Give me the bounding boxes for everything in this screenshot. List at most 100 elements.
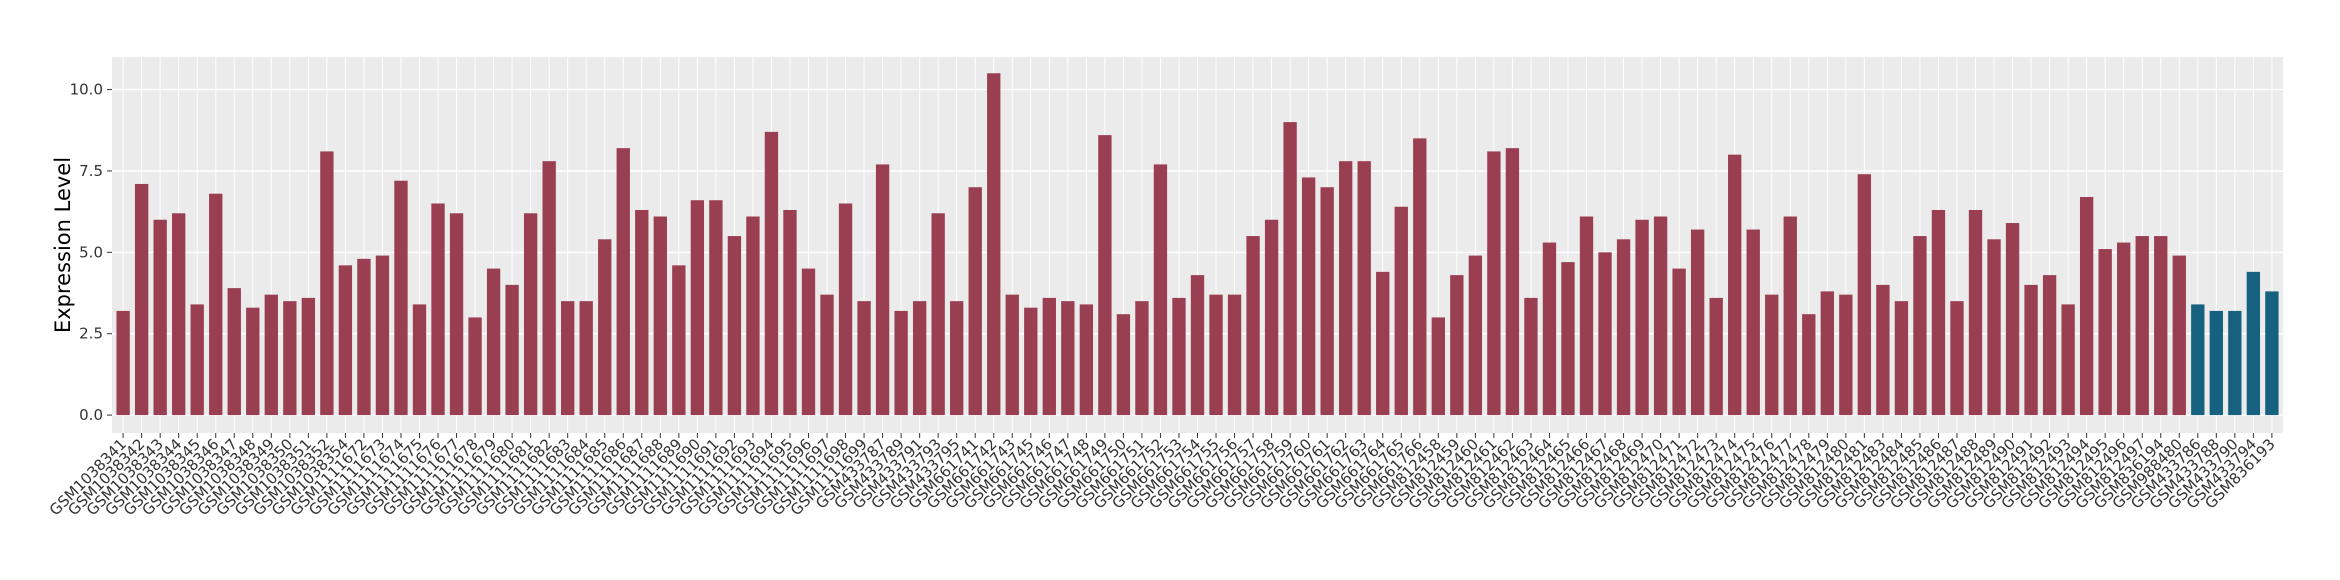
bar [1487,151,1501,416]
bar [1079,304,1094,416]
bar [1542,242,1557,416]
bar [1690,229,1705,416]
bar [598,239,612,416]
bar [653,216,667,416]
bar [542,161,556,416]
bar [1376,271,1390,416]
bar [1135,301,1149,416]
bar [357,258,371,416]
bar [820,294,834,416]
bar [468,317,482,416]
bar [134,183,149,416]
bar [412,304,427,416]
bar [1246,236,1260,416]
bar [912,301,927,416]
bar [1894,301,1909,416]
bar [635,210,649,416]
bar [1913,236,1927,416]
bar [338,265,353,416]
bar [561,301,575,416]
bar [616,148,630,416]
bar [931,213,945,416]
bar [486,268,501,416]
bar [1524,297,1538,416]
bar [1653,216,1668,416]
bar [1783,216,1797,416]
bar [2172,255,2186,416]
bar [1209,294,1223,416]
bar [783,210,797,416]
bar [320,151,334,416]
bar [2079,196,2094,416]
bar [950,301,964,416]
bar [209,193,223,416]
bar [1950,301,1964,416]
bar [283,301,297,416]
y-tick-label: 10.0 [70,81,103,99]
bar [227,288,241,416]
bar [2005,223,2020,416]
bar [1431,317,1445,416]
bar [2135,236,2149,416]
bar [1005,294,1019,416]
bar [1728,154,1742,416]
bar [2228,310,2242,416]
bar [1283,122,1297,416]
bar [1709,297,1723,416]
bar [1802,314,1816,416]
bar [1098,135,1112,416]
bar [431,203,445,416]
bar [987,73,1001,416]
bar [2024,284,2038,416]
y-tick-label: 5.0 [79,243,103,261]
bar [190,304,204,416]
bar [1061,301,1075,416]
bar [764,131,779,416]
bar [246,307,260,416]
y-tick-label: 0.0 [79,406,103,424]
bar [1357,161,1371,416]
bar [2061,304,2075,416]
bar [1320,187,1334,416]
bar [2042,275,2057,416]
bar [505,284,519,416]
bar [1227,294,1242,416]
bar [1931,210,1946,416]
bar [838,203,853,416]
bar [153,219,167,416]
bar [375,255,390,416]
bar [1172,297,1186,416]
bar [1042,297,1056,416]
bar [1857,174,1872,416]
bar [1450,275,1464,416]
bar [2117,242,2131,416]
bar [1968,210,1983,416]
bar [1024,307,1038,416]
bar [894,310,908,416]
bar [2246,271,2261,416]
bar [1505,148,1520,416]
bar [1264,219,1279,416]
bar [968,187,982,416]
bar [116,310,130,416]
bar [1746,229,1760,416]
bar [1339,161,1353,416]
y-axis-title: Expression Level [51,157,75,333]
bar [746,216,760,416]
bar [1635,219,1649,416]
bar [394,180,408,416]
y-tick-label: 2.5 [79,325,103,343]
bar [449,213,464,416]
bar [875,164,890,416]
bar [2265,291,2279,416]
bar [2098,249,2112,416]
bar [801,268,816,416]
bar [1116,314,1131,416]
bar [301,297,316,416]
y-tick-label: 7.5 [79,162,103,180]
bar [264,294,278,416]
bar [1394,206,1408,416]
bar [172,213,186,416]
bar [1598,252,1612,416]
bar [1987,239,2001,416]
